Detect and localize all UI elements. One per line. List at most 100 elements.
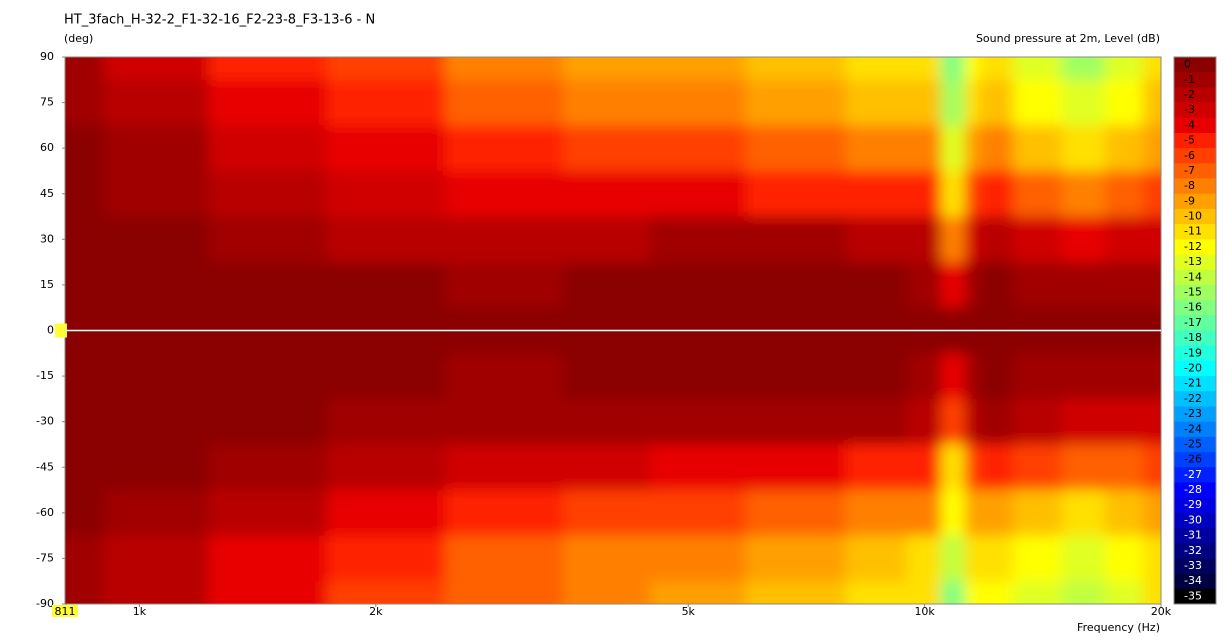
- y-axis-label: (deg): [64, 32, 93, 45]
- colorbar-swatch: [1174, 360, 1216, 377]
- contour-cell: [563, 535, 651, 582]
- contour-cell: [979, 353, 1014, 400]
- contour-cell: [1062, 535, 1106, 582]
- contour-cell: [979, 490, 1014, 537]
- colorbar-tick-label: -11: [1184, 225, 1202, 238]
- contour-cell: [444, 444, 564, 491]
- x-tick-label: 2k: [369, 605, 383, 618]
- contour-cell: [650, 216, 747, 263]
- contour-cell: [326, 490, 446, 537]
- colorbar-tick-label: -10: [1184, 210, 1202, 223]
- colorbar-swatch: [1174, 178, 1216, 195]
- contour-cell: [1104, 581, 1144, 604]
- contour-cell: [563, 353, 651, 400]
- contour-cell: [1104, 444, 1144, 491]
- y-tick-label: 75: [40, 96, 54, 109]
- colorbar-label: Sound pressure at 2m, Level (dB): [976, 32, 1160, 45]
- contour-cell: [940, 125, 966, 172]
- contour-cell: [103, 57, 210, 81]
- colorbar-swatch: [1174, 315, 1216, 331]
- colorbar-frame: [1173, 56, 1217, 605]
- contour-cell: [845, 125, 908, 172]
- contour-cell: [326, 581, 446, 604]
- contour-cell: [444, 125, 564, 172]
- contour-cell: [103, 125, 210, 172]
- contour-cell: [845, 262, 908, 309]
- contour-cell: [906, 262, 942, 309]
- contour-cell: [208, 535, 328, 582]
- contour-cell: [964, 490, 981, 537]
- contour-cell: [1013, 353, 1063, 400]
- contour-cell: [1143, 262, 1161, 309]
- contour-cell: [1143, 170, 1161, 218]
- colorbar-swatch: [1174, 330, 1216, 346]
- contour-cell: [906, 535, 942, 582]
- contour-cell: [745, 353, 847, 400]
- y-tick-label: -90: [36, 597, 54, 610]
- contour-cell: [326, 125, 446, 172]
- contour-cell: [906, 57, 942, 81]
- contour-cell: [1062, 353, 1106, 400]
- contour-cell: [1104, 535, 1144, 582]
- contour-cell: [845, 170, 908, 218]
- colorbar-swatch: [1174, 148, 1216, 164]
- colorbar-tick-label: -6: [1184, 149, 1195, 162]
- contour-cell: [745, 581, 847, 604]
- contour-cell: [745, 170, 847, 218]
- colorbar-swatch: [1174, 512, 1216, 529]
- colorbar-tick-label: -20: [1184, 361, 1202, 374]
- contour-cell: [940, 444, 966, 491]
- contour-cell: [208, 57, 328, 81]
- contour-cell: [650, 57, 747, 81]
- contour-cell: [1013, 535, 1063, 582]
- y-tick-label: 0: [47, 324, 54, 337]
- contour-cell: [845, 57, 908, 81]
- colorbar-tick-label: -5: [1184, 134, 1195, 147]
- contour-cell: [444, 353, 564, 400]
- colorbar-tick-label: -17: [1184, 316, 1202, 329]
- y-tick-label: -45: [36, 460, 54, 473]
- colorbar-tick-label: -33: [1184, 559, 1202, 572]
- colorbar-swatch: [1174, 193, 1216, 210]
- contour-cell: [103, 262, 210, 309]
- colorbar-tick-label: -28: [1184, 483, 1202, 496]
- contour-cell: [979, 535, 1014, 582]
- contour-cell: [845, 79, 908, 126]
- contour-cell: [208, 216, 328, 263]
- x-axis-label: Frequency (Hz): [1077, 621, 1160, 634]
- contour-cell: [1013, 444, 1063, 491]
- contour-cell: [1013, 262, 1063, 309]
- contour-cell: [444, 262, 564, 309]
- contour-cell: [979, 125, 1014, 172]
- contour-cell: [745, 262, 847, 309]
- contour-cell: [563, 398, 651, 445]
- contour-cell: [208, 125, 328, 172]
- contour-cell: [444, 535, 564, 582]
- contour-cell: [1143, 353, 1161, 400]
- contour-cell: [65, 262, 105, 309]
- y-tick-label: -75: [36, 551, 54, 564]
- contour-cell: [208, 170, 328, 218]
- contour-cell: [940, 57, 966, 81]
- y-tick-label: 15: [40, 278, 54, 291]
- contour-cell: [650, 125, 747, 172]
- colorbar-swatch: [1174, 421, 1216, 438]
- contour-cell: [103, 353, 210, 400]
- colorbar-swatch: [1174, 558, 1216, 574]
- contour-cell: [1062, 125, 1106, 172]
- contour-cell: [940, 262, 966, 309]
- colorbar-swatch: [1174, 406, 1216, 422]
- colorbar-swatch: [1174, 254, 1216, 271]
- contour-cell: [563, 216, 651, 263]
- contour-cell: [65, 57, 105, 81]
- contour-cell: [845, 444, 908, 491]
- contour-cell: [208, 398, 328, 445]
- contour-cell: [1104, 398, 1144, 445]
- contour-cell: [103, 79, 210, 126]
- colorbar-swatch: [1174, 239, 1216, 255]
- contour-cell: [65, 353, 105, 400]
- y-tick-label: -60: [36, 506, 54, 519]
- contour-cell: [103, 535, 210, 582]
- colorbar-swatch: [1174, 284, 1216, 301]
- contour-cell: [964, 444, 981, 491]
